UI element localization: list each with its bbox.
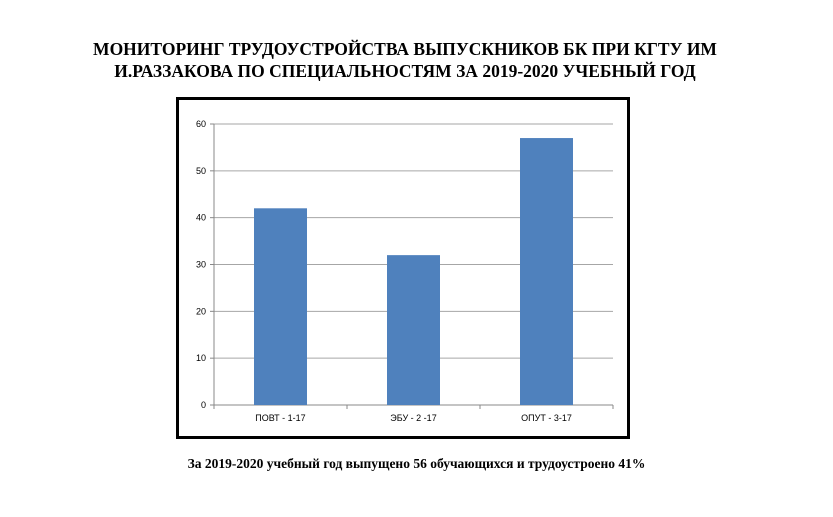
x-category-label: ПОВТ - 1-17 — [255, 413, 305, 423]
label-layer: 0 10 20 30 40 50 60 ПОВТ - 1-17 ЭБУ - 2 -17 ОПУТ … — [196, 119, 572, 423]
summary-caption: За 2019-2020 учебный год выпущено 56 обу… — [187, 456, 646, 471]
chart-frame: 0 10 20 30 40 50 60 ПОВТ - 1-17 ЭБУ - 2 -17 ОПУТ … — [176, 97, 630, 439]
y-tick-label: 30 — [196, 260, 206, 270]
bar-3 — [520, 138, 573, 406]
bar-1 — [254, 208, 307, 405]
y-tick-label: 60 — [196, 119, 206, 129]
title-line-1: МОНИТОРИНГ ТРУДОУСТРОЙСТВА ВЫПУСКНИКОВ Б… — [93, 39, 717, 59]
x-category-label: ЭБУ - 2 -17 — [390, 413, 436, 423]
bar-layer — [254, 138, 573, 406]
y-tick-label: 40 — [196, 213, 206, 223]
y-tick-label: 50 — [196, 166, 206, 176]
title-line-2: И.РАЗЗАКОВА ПО СПЕЦИАЛЬНОСТЯМ ЗА 2019-20… — [114, 61, 696, 81]
y-tick-label: 20 — [196, 306, 206, 316]
y-tick-label: 0 — [201, 400, 206, 410]
page-title: МОНИТОРИНГ ТРУДОУСТРОЙСТВА ВЫПУСКНИКОВ Б… — [40, 38, 770, 82]
x-category-label: ОПУТ - 3-17 — [521, 413, 572, 423]
bar-chart: 0 10 20 30 40 50 60 ПОВТ - 1-17 ЭБУ - 2 -17 ОПУТ … — [196, 119, 614, 423]
bar-2 — [387, 255, 440, 405]
y-tick-label: 10 — [196, 353, 206, 363]
